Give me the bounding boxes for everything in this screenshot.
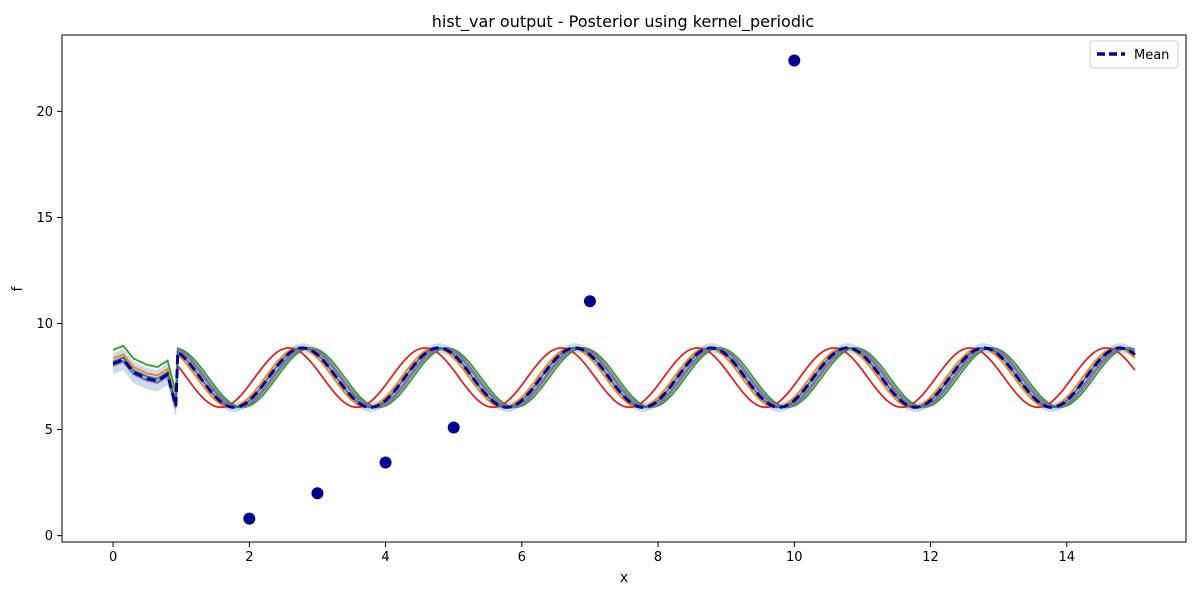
x-tick-label: 8 [654,550,662,565]
observation-point [311,487,324,500]
x-tick-label: 6 [518,550,526,565]
x-axis-label: x [620,570,628,586]
y-tick-label: 15 [36,211,53,226]
observation-point [447,421,460,434]
x-tick-label: 14 [1059,550,1076,565]
mean-line [112,346,1136,409]
legend: Mean [1089,40,1179,69]
legend-mean-label: Mean [1134,48,1169,63]
observation-point [583,295,596,308]
y-axis: 0 5 10 15 20 [36,105,62,544]
sample-line-2 [112,344,1136,409]
x-tick-label: 10 [786,550,803,565]
y-tick-label: 20 [36,105,53,120]
chart-title: hist_var output - Posterior using kernel… [432,12,814,32]
x-tick-label: 0 [109,550,117,565]
x-tick-label: 2 [245,550,253,565]
y-tick-label: 0 [45,529,53,544]
y-tick-label: 5 [45,423,53,438]
y-tick-label: 10 [36,317,53,332]
observation-point [379,456,392,469]
observation-point [243,512,256,525]
legend-box [1089,40,1179,69]
observation-point [788,54,801,67]
x-tick-label: 12 [922,550,939,565]
sample-line-3 [112,347,1136,409]
plot-area [112,54,1136,525]
x-tick-label: 4 [381,550,389,565]
y-axis-label: f [10,285,26,291]
x-axis: 0 2 4 6 8 10 12 14 [109,542,1075,565]
plot-frame [61,34,1187,543]
